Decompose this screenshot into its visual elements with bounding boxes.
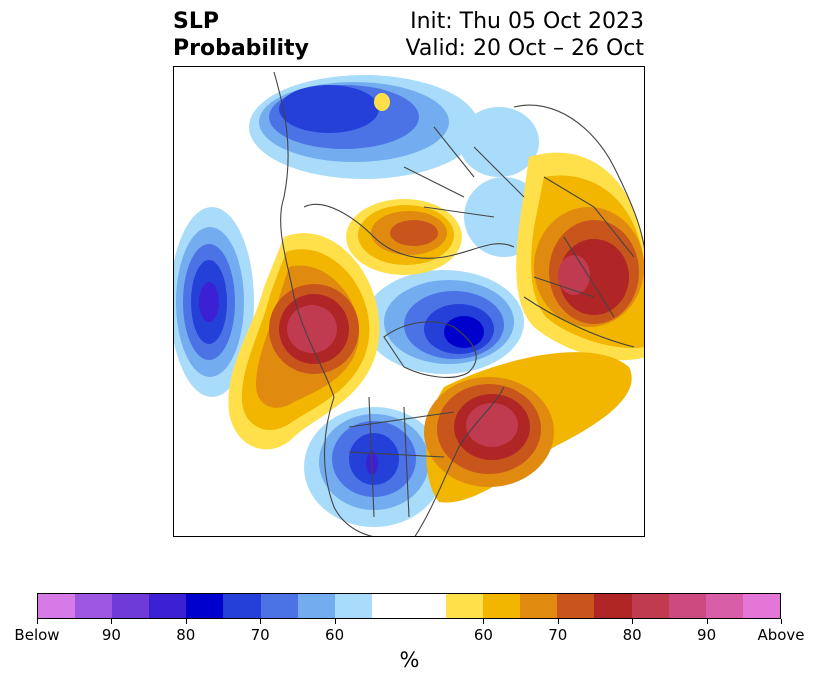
blob-west-blue xyxy=(174,207,254,397)
contour xyxy=(374,93,390,111)
colorbar-segment xyxy=(631,594,669,618)
contour xyxy=(199,282,219,322)
colorbar-tick-label: 60 xyxy=(325,626,345,644)
border xyxy=(348,396,455,518)
colorbar-tick-mark xyxy=(781,619,782,624)
probability-map xyxy=(173,66,645,537)
colorbar-tick-label: 70 xyxy=(250,626,270,644)
colorbar-tick-mark xyxy=(483,619,485,624)
colorbar-tick-label: 80 xyxy=(176,626,196,644)
colorbar-tick-label: Below xyxy=(14,626,60,644)
colorbar-tick-label: 90 xyxy=(101,626,121,644)
colorbar xyxy=(37,593,781,619)
coastline xyxy=(303,203,515,259)
colorbar-tick-mark xyxy=(185,619,187,624)
contour xyxy=(466,403,518,447)
colorbar-tick-mark xyxy=(111,619,113,624)
init-date: Init: Thu 05 Oct 2023 xyxy=(410,9,644,34)
forecast-dates: Init: Thu 05 Oct 2023 Valid: 20 Oct – 26… xyxy=(406,8,644,62)
colorbar-ticks: Below 90 80 70 60 60 70 80 90 Above xyxy=(0,619,819,648)
title-line-2: Probability xyxy=(173,36,309,61)
map-svg xyxy=(174,71,644,536)
colorbar-segment xyxy=(75,594,113,618)
contour xyxy=(279,85,379,133)
colorbar-segment xyxy=(186,594,224,618)
colorbar-segment xyxy=(446,594,484,618)
colorbar-tick-mark xyxy=(557,619,559,624)
coastlines xyxy=(273,71,644,536)
colorbar-tick-mark xyxy=(706,619,708,624)
contour xyxy=(390,220,438,246)
blob-top-yellow xyxy=(374,93,390,111)
colorbar-segment xyxy=(668,594,706,618)
colorbar-segment xyxy=(38,594,76,618)
colorbar-segment xyxy=(334,594,372,618)
colorbar-tick-label: Above xyxy=(757,626,805,644)
blob-atlantic-warm xyxy=(424,352,632,503)
map-title: SLP Probability xyxy=(173,8,309,62)
below-normal-anomalies xyxy=(174,75,544,527)
blob-arctic-blue xyxy=(364,270,524,374)
valid-range: Valid: 20 Oct – 26 Oct xyxy=(405,36,644,61)
title-line-1: SLP xyxy=(173,9,219,34)
colorbar-segment xyxy=(223,594,261,618)
contour xyxy=(444,316,484,348)
colorbar-tick-mark xyxy=(37,619,38,624)
colorbar-segment xyxy=(112,594,150,618)
colorbar-tick-mark xyxy=(334,619,336,624)
contour xyxy=(558,255,590,295)
colorbar-tick-mark xyxy=(260,619,262,624)
colorbar-unit: % xyxy=(399,648,420,672)
colorbar-segment xyxy=(260,594,298,618)
colorbar-tick-label: 80 xyxy=(622,626,642,644)
colorbar-tick-label: 70 xyxy=(548,626,568,644)
colorbar-segment xyxy=(483,594,521,618)
contour xyxy=(459,107,539,177)
colorbar-segment xyxy=(594,594,632,618)
coastline xyxy=(323,396,374,536)
colorbar-segment xyxy=(705,594,743,618)
blob-europe-warm xyxy=(516,152,644,361)
coastline xyxy=(523,296,635,348)
border xyxy=(533,176,635,318)
colorbar-segment xyxy=(149,594,187,618)
colorbar-tick-mark xyxy=(632,619,634,624)
colorbar-segment xyxy=(520,594,558,618)
colorbar-segment xyxy=(557,594,595,618)
colorbar-tick-label: 60 xyxy=(473,626,493,644)
colorbar-segment xyxy=(297,594,335,618)
blob-north-blue xyxy=(249,75,479,179)
colorbar-segment xyxy=(371,594,409,618)
colorbar-segment xyxy=(408,594,447,618)
coastline xyxy=(273,71,335,398)
blob-siberia-warm xyxy=(346,199,462,275)
colorbar-segment xyxy=(742,594,780,618)
border xyxy=(403,126,525,218)
coastline xyxy=(383,321,477,378)
blob-namerica-blue xyxy=(304,407,444,527)
coastline xyxy=(513,104,644,249)
coastline xyxy=(414,386,505,536)
colorbar-tick-label: 90 xyxy=(697,626,717,644)
